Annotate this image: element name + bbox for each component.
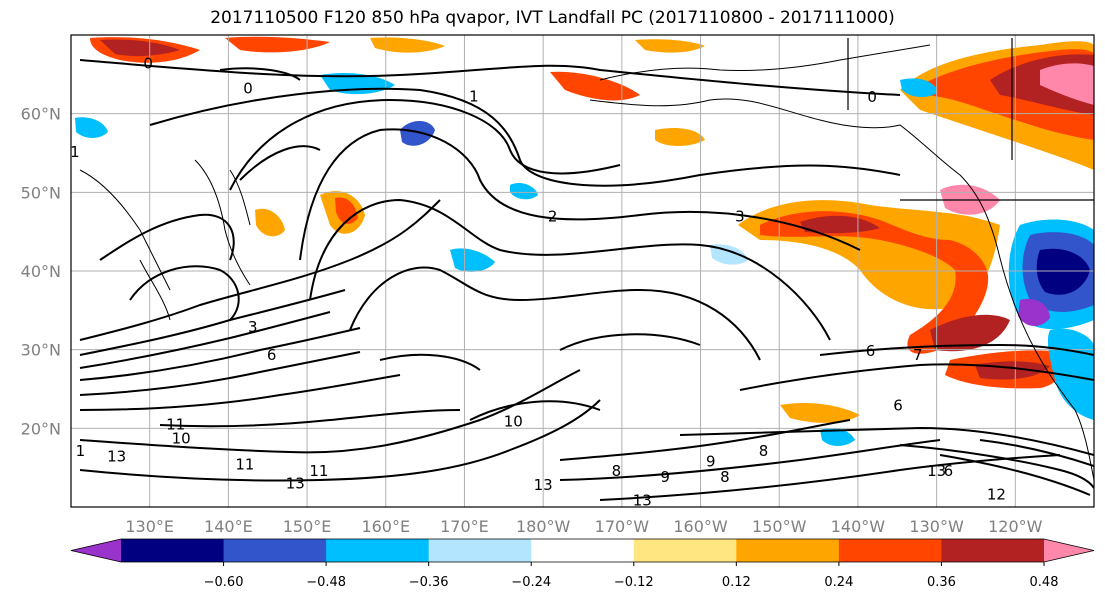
lon-tick-label: 160°W [673, 517, 728, 536]
colorbar-segment [223, 539, 327, 562]
qvapor-shading [75, 36, 1094, 446]
contour-label: 10 [172, 430, 191, 448]
lon-tick-label: 180°W [516, 517, 571, 536]
lon-tick-label: 170°W [595, 517, 650, 536]
colorbar-tick-label: −0.60 [204, 575, 244, 590]
contour-label: 1 [70, 143, 80, 161]
contour-label: 13 [633, 492, 652, 510]
lon-tick-label: 170°E [440, 517, 489, 536]
colorbar-tick-label: 0.24 [824, 575, 853, 590]
map-frame [70, 34, 1095, 508]
lat-tick-label: 50°N [21, 183, 61, 202]
contour-label: 2 [548, 208, 558, 226]
contour-label: 1 [76, 442, 86, 460]
colorbar-extend-low [71, 539, 121, 562]
colorbar-segment [633, 539, 737, 562]
colorbar-tick-label: 0.36 [927, 575, 956, 590]
contour-label: 11 [309, 462, 328, 480]
colorbar-segment [941, 539, 1045, 562]
colorbar-segment [428, 539, 532, 562]
colorbar-tick-label: −0.12 [614, 575, 654, 590]
lon-tick-label: 130°E [125, 517, 174, 536]
ivt-contours [79, 38, 1094, 501]
contour-label: 9 [706, 452, 716, 470]
colorbar-segment [531, 539, 635, 562]
colorbar-tick-labels: −0.60 −0.48 −0.36 −0.24 −0.12 0.12 0.24 0.36 0.4… [204, 562, 1059, 590]
political-borders [847, 38, 1094, 201]
contour-label: 3 [735, 208, 745, 226]
contour-label: 8 [612, 462, 622, 480]
colorbar-tick-label: 0.12 [722, 575, 751, 590]
colorbar-segment [121, 539, 225, 562]
lat-tick-label: 30°N [21, 341, 61, 360]
contour-label: 0 [143, 54, 153, 72]
longitude-tick-labels: 130°E 140°E 150°E 160°E 170°E 180°W 170°W 160°W… [125, 517, 1042, 536]
contour-label: 13 [286, 474, 305, 492]
contour-label: 6 [944, 462, 954, 480]
colorbar-tick-label: −0.48 [306, 575, 346, 590]
colorbar [70, 538, 1095, 563]
colorbar-extend-high [1044, 539, 1094, 562]
contour-label: 10 [504, 412, 523, 430]
contour-label: 11 [166, 415, 185, 433]
contour-label: 0 [243, 79, 253, 97]
contour-label: 0 [867, 88, 877, 106]
colorbar-tick-label: −0.24 [511, 575, 551, 590]
contour-label: 8 [759, 442, 769, 460]
colorbar-tick-label: 0.48 [1030, 575, 1059, 590]
contour-label: 13 [534, 476, 553, 494]
lat-tick-label: 20°N [21, 419, 61, 438]
contour-label: 6 [893, 397, 903, 415]
contour-label: 13 [927, 462, 946, 480]
lon-tick-label: 160°E [361, 517, 410, 536]
contour-label: 11 [235, 456, 254, 474]
lon-tick-label: 130°W [909, 517, 964, 536]
contour-label: 1 [469, 87, 479, 105]
contour-label: 9 [660, 468, 670, 486]
map-gridlines [71, 35, 1094, 507]
map-title: 2017110500 F120 850 hPa qvapor, IVT Land… [210, 8, 895, 28]
lon-tick-label: 150°E [283, 517, 332, 536]
contour-label: 12 [987, 485, 1006, 503]
colorbar-outline [70, 538, 1095, 563]
contour-label: 13 [107, 448, 126, 466]
lon-tick-label: 150°W [752, 517, 807, 536]
lat-tick-label: 40°N [21, 262, 61, 281]
colorbar-tick-label: −0.36 [409, 575, 449, 590]
latitude-tick-labels: 20°N 30°N 40°N 50°N 60°N [21, 105, 61, 439]
contour-label: 8 [720, 468, 730, 486]
lon-tick-label: 140°W [831, 517, 886, 536]
colorbar-segment [326, 539, 430, 562]
contour-label: 6 [866, 342, 876, 360]
lon-tick-label: 120°W [988, 517, 1043, 536]
coastlines [79, 44, 1094, 481]
lat-tick-label: 60°N [21, 105, 61, 124]
colorbar-segment [736, 539, 840, 562]
colorbar-segment [838, 539, 942, 562]
contour-label: 6 [267, 346, 277, 364]
contour-label: 3 [248, 318, 258, 336]
contour-label: 7 [913, 346, 923, 364]
lon-tick-label: 140°E [204, 517, 253, 536]
